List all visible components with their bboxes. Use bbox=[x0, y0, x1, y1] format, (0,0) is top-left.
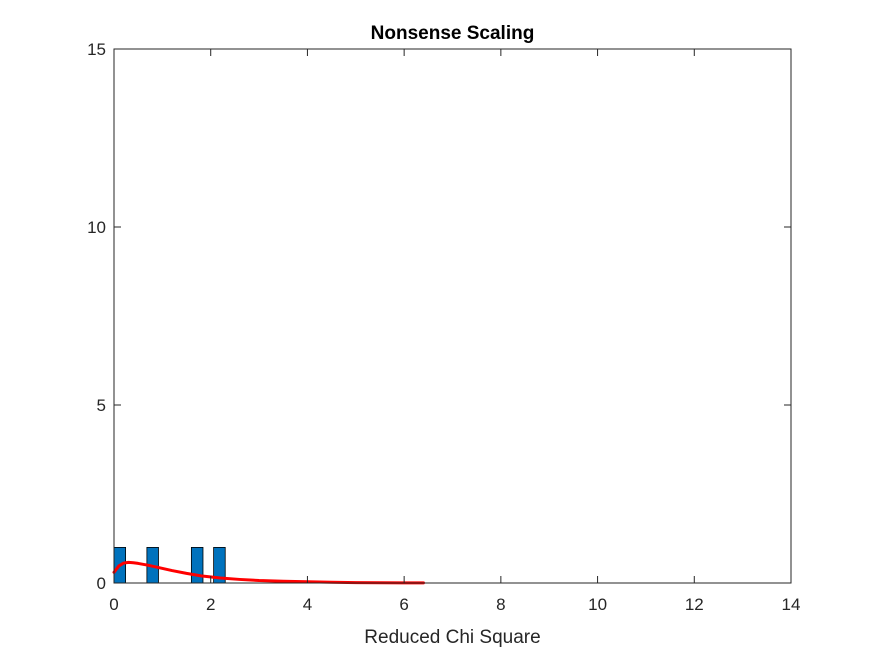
y-tick-label: 10 bbox=[87, 218, 106, 237]
x-axis-ticks: 0 2 4 6 8 10 12 14 bbox=[109, 49, 800, 614]
x-axis-label: Reduced Chi Square bbox=[364, 627, 540, 648]
x-tick-label: 12 bbox=[685, 595, 704, 614]
x-tick-label: 6 bbox=[399, 595, 408, 614]
y-tick-label: 0 bbox=[97, 574, 106, 593]
y-tick-label: 5 bbox=[97, 396, 106, 415]
x-tick-label: 10 bbox=[588, 595, 607, 614]
fit-curves bbox=[112, 560, 425, 585]
x-tick-label: 0 bbox=[109, 595, 118, 614]
fit-curve-line bbox=[112, 560, 425, 585]
plot-frame bbox=[113, 48, 792, 584]
x-tick-label: 8 bbox=[496, 595, 505, 614]
x-tick-label: 2 bbox=[206, 595, 215, 614]
chart-title: Nonsense Scaling bbox=[371, 23, 535, 44]
x-tick-label: 4 bbox=[303, 595, 312, 614]
histogram-bar bbox=[190, 547, 204, 584]
x-tick-label: 14 bbox=[782, 595, 801, 614]
y-tick-label: 15 bbox=[87, 40, 106, 59]
y-axis-ticks: 0 5 10 15 bbox=[87, 40, 791, 593]
plot-area bbox=[114, 49, 791, 583]
